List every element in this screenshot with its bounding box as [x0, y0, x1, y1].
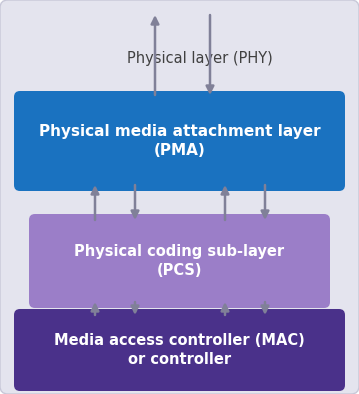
FancyBboxPatch shape [29, 214, 330, 308]
FancyBboxPatch shape [14, 91, 345, 191]
Text: Physical coding sub-layer
(PCS): Physical coding sub-layer (PCS) [74, 243, 285, 279]
FancyBboxPatch shape [14, 309, 345, 391]
Text: Media access controller (MAC)
or controller: Media access controller (MAC) or control… [54, 333, 305, 367]
Text: Physical layer (PHY): Physical layer (PHY) [127, 50, 273, 65]
Text: Physical media attachment layer
(PMA): Physical media attachment layer (PMA) [39, 124, 320, 158]
